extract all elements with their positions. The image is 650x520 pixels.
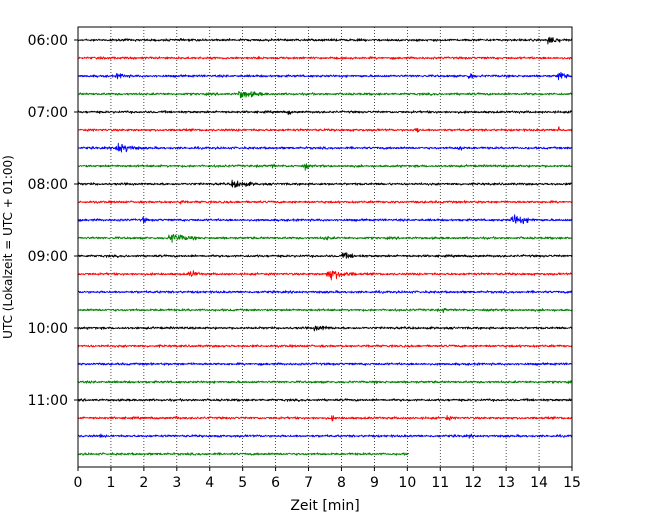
trace-row-0615 xyxy=(77,56,573,60)
trace-row-0815 xyxy=(77,200,573,205)
trace-row-0900 xyxy=(77,252,573,259)
y-tick-label: 11:00 xyxy=(28,393,68,409)
x-axis-title: Zeit [min] xyxy=(290,498,359,514)
trace-row-0630 xyxy=(77,71,573,81)
y-axis-title: UTC (Lokalzeit = UTC + 01:00) xyxy=(1,155,15,339)
y-tick-label: 07:00 xyxy=(28,105,68,121)
trace-row-1100 xyxy=(77,398,573,402)
trace-row-0730 xyxy=(77,142,573,153)
y-tick-label: 10:00 xyxy=(28,321,68,337)
trace-row-0600 xyxy=(77,36,573,45)
x-tick-label: 9 xyxy=(370,475,379,491)
x-tick-label: 13 xyxy=(497,475,515,491)
trace-row-0830 xyxy=(77,214,573,225)
y-axis: 06:00 07:00 08:00 09:00 10:00 11:00 xyxy=(28,33,78,409)
x-axis: 0 1 2 3 4 5 6 7 8 9 10 11 12 13 14 15 xyxy=(74,467,581,491)
grid-lines xyxy=(110,27,540,467)
y-tick-label: 09:00 xyxy=(28,249,68,265)
x-tick-label: 5 xyxy=(238,475,247,491)
trace-row-0645 xyxy=(77,90,573,99)
x-tick-label: 4 xyxy=(205,475,214,491)
trace-row-0930 xyxy=(77,290,573,294)
x-tick-label: 8 xyxy=(337,475,346,491)
x-tick-label: 1 xyxy=(106,475,115,491)
trace-row-0945 xyxy=(77,307,573,314)
x-tick-label: 10 xyxy=(398,475,416,491)
x-tick-label: 7 xyxy=(304,475,313,491)
trace-row-0915 xyxy=(77,270,573,281)
trace-row-1145 xyxy=(77,452,410,456)
trace-row-0700 xyxy=(77,110,573,116)
trace-row-0845 xyxy=(77,233,573,243)
y-tick-label: 08:00 xyxy=(28,177,68,193)
trace-row-1030 xyxy=(77,362,573,366)
x-tick-label: 12 xyxy=(464,475,482,491)
trace-rows xyxy=(77,36,573,456)
x-tick-label: 14 xyxy=(530,475,548,491)
x-tick-label: 2 xyxy=(139,475,148,491)
x-tick-label: 0 xyxy=(74,475,83,491)
trace-row-1130 xyxy=(77,433,573,439)
trace-row-1045 xyxy=(77,380,573,384)
trace-row-1000 xyxy=(77,325,573,332)
trace-row-1115 xyxy=(77,414,573,422)
trace-row-0715 xyxy=(77,126,573,133)
y-tick-label: 06:00 xyxy=(28,33,68,49)
trace-row-0745 xyxy=(77,163,573,171)
x-tick-label: 15 xyxy=(563,475,581,491)
x-tick-label: 6 xyxy=(271,475,280,491)
x-tick-label: 3 xyxy=(172,475,181,491)
trace-row-1015 xyxy=(77,344,573,348)
trace-row-0800 xyxy=(77,179,573,188)
x-tick-label: 11 xyxy=(431,475,449,491)
plot-frame xyxy=(77,26,573,468)
